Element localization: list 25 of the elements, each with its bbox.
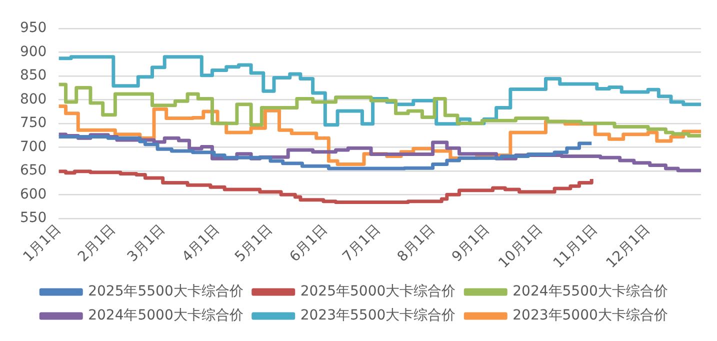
legend-label: 2025年5000大卡综合价 <box>300 284 456 300</box>
y-tick-label: 950 <box>20 20 47 36</box>
x-tick-label: 9月1日 <box>449 221 493 266</box>
x-tick-label: 2月1日 <box>75 221 119 266</box>
y-tick-label: 650 <box>20 162 47 179</box>
x-tick-label: 12月1日 <box>603 221 654 272</box>
legend-label: 2024年5000大卡综合价 <box>88 308 244 324</box>
x-tick-label: 6月1日 <box>286 221 331 266</box>
legend-label: 2023年5500大卡综合价 <box>300 308 456 324</box>
y-tick-label: 850 <box>20 68 47 84</box>
x-tick-label: 3月1日 <box>124 221 168 266</box>
legend-label: 2023年5000大卡综合价 <box>512 308 668 324</box>
x-tick-label: 11月1日 <box>550 221 601 272</box>
y-tick-label: 700 <box>20 138 47 155</box>
legend-label: 2024年5500大卡综合价 <box>512 284 668 300</box>
y-tick-label: 750 <box>20 115 47 132</box>
x-tick-label: 5月1日 <box>232 221 276 266</box>
legend-label: 2025年5500大卡综合价 <box>88 284 244 300</box>
y-tick-label: 800 <box>20 91 47 108</box>
y-tick-label: 600 <box>20 186 47 202</box>
x-tick-label: 10月1日 <box>496 221 546 272</box>
x-tick-label: 7月1日 <box>340 221 384 266</box>
x-tick-label: 8月1日 <box>394 221 438 266</box>
y-tick-label: 900 <box>20 44 47 60</box>
x-tick-label: 4月1日 <box>179 221 223 266</box>
